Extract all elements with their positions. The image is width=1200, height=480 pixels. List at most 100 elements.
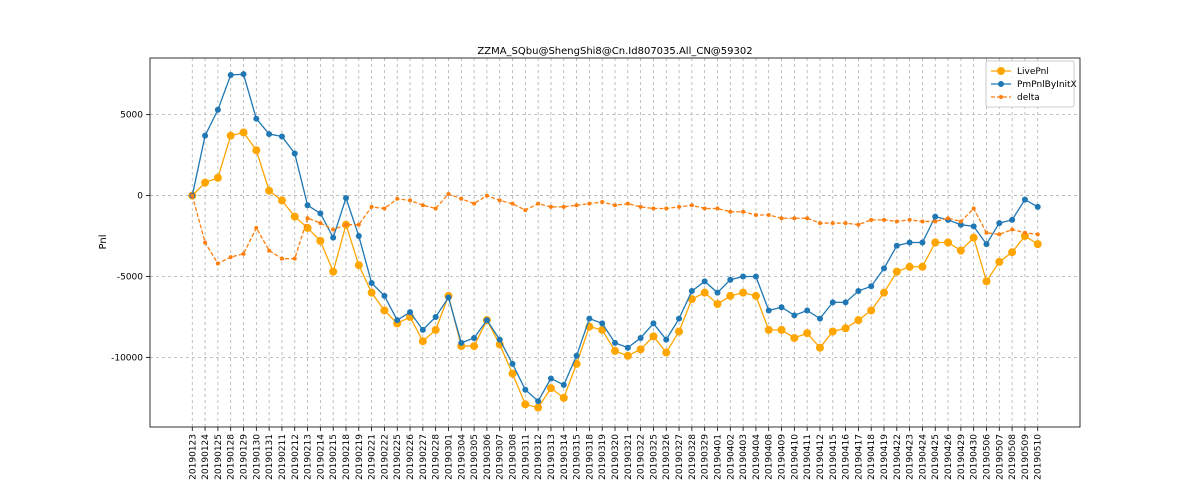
data-point [342, 194, 349, 201]
data-point [253, 115, 260, 122]
data-point [637, 334, 644, 341]
x-tick-label: 20190408 [765, 434, 775, 480]
data-point [702, 206, 707, 211]
data-point [536, 201, 541, 206]
data-point [446, 191, 451, 196]
data-point [689, 203, 694, 208]
data-point [804, 307, 811, 314]
data-point [650, 320, 657, 327]
data-point [202, 132, 209, 139]
data-point [905, 262, 914, 271]
data-point [636, 345, 645, 354]
data-point [983, 241, 990, 248]
x-tick-label: 20190507 [995, 434, 1005, 480]
data-point [471, 334, 478, 341]
data-point [815, 343, 824, 352]
x-tick-label: 20190419 [880, 434, 890, 480]
data-point [817, 221, 822, 226]
data-point [395, 196, 400, 201]
data-point [190, 193, 195, 198]
data-point [228, 255, 233, 260]
data-point [843, 221, 848, 226]
data-point [715, 206, 720, 211]
x-tick-label: 20190222 [380, 434, 390, 480]
data-point [316, 236, 325, 245]
data-point [638, 204, 643, 209]
data-point [203, 240, 208, 245]
x-tick-label: 20190509 [1021, 434, 1031, 480]
data-point [751, 291, 760, 300]
data-point [688, 288, 695, 295]
data-point [445, 294, 452, 301]
data-point [559, 393, 568, 402]
x-tick-label: 20190211 [278, 434, 288, 480]
x-tick-label: 20190312 [534, 434, 544, 480]
data-point [816, 315, 823, 322]
data-point [701, 278, 708, 285]
data-point [508, 369, 517, 378]
data-point [510, 201, 515, 206]
data-point [292, 256, 297, 261]
x-tick-label: 20190228 [432, 434, 442, 480]
data-point [625, 201, 630, 206]
data-point [496, 336, 503, 343]
x-tick-label: 20190411 [803, 434, 813, 480]
data-point [932, 213, 939, 220]
x-tick-label: 20190307 [496, 434, 506, 480]
data-point [547, 375, 554, 382]
data-point [369, 204, 374, 209]
x-tick-label: 20190326 [662, 434, 672, 480]
x-tick-label: 20190212 [291, 434, 301, 480]
x-tick-label: 20190125 [214, 434, 224, 480]
data-point [600, 200, 605, 205]
x-tick-label: 20190430 [970, 434, 980, 480]
data-point [868, 283, 875, 290]
data-point [663, 336, 670, 343]
x-tick-label: 20190308 [509, 434, 519, 480]
data-point [933, 219, 938, 224]
data-point [304, 202, 311, 209]
legend-box [985, 60, 1075, 108]
data-point [534, 403, 543, 412]
data-point [728, 209, 733, 214]
data-point [523, 208, 528, 213]
data-point [431, 325, 440, 334]
data-point [624, 344, 631, 351]
data-point [611, 346, 619, 355]
axes: -10000 -5000 0 5000 20190123 20190124 20190125… [111, 111, 1044, 480]
data-point [573, 352, 580, 359]
data-point [267, 248, 272, 253]
data-point [739, 288, 748, 297]
data-point [829, 299, 836, 306]
legend-label: LivePnl [1017, 67, 1049, 77]
data-point [343, 222, 348, 227]
legend-marker [999, 95, 1003, 99]
data-point [291, 150, 298, 157]
chart-title: ZZMA_SQbu@ShengShi8@Cn.Id807035.All_CN@5… [477, 46, 752, 57]
data-point [792, 216, 797, 221]
data-point [433, 206, 438, 211]
data-point [265, 186, 274, 195]
data-point [394, 317, 401, 324]
y-tick-label: 5000 [120, 111, 143, 121]
data-point [227, 71, 234, 78]
legend-marker [997, 67, 1005, 75]
data-point [741, 209, 746, 214]
data-point [613, 203, 617, 208]
data-point [331, 227, 336, 232]
data-point [805, 216, 810, 221]
x-tick-label: 20190227 [419, 434, 429, 480]
data-point [753, 212, 758, 217]
data-point [1020, 232, 1029, 241]
legend-label: delta [1017, 93, 1040, 103]
data-point [677, 204, 682, 209]
data-point [828, 327, 837, 336]
data-point [1021, 196, 1028, 203]
y-tick-label: -5000 [117, 272, 143, 282]
data-point [380, 306, 389, 315]
x-tick-label: 20190404 [752, 434, 762, 480]
x-tick-label: 20190213 [304, 434, 314, 480]
data-point [649, 332, 658, 341]
x-tick-label: 20190129 [240, 434, 250, 480]
